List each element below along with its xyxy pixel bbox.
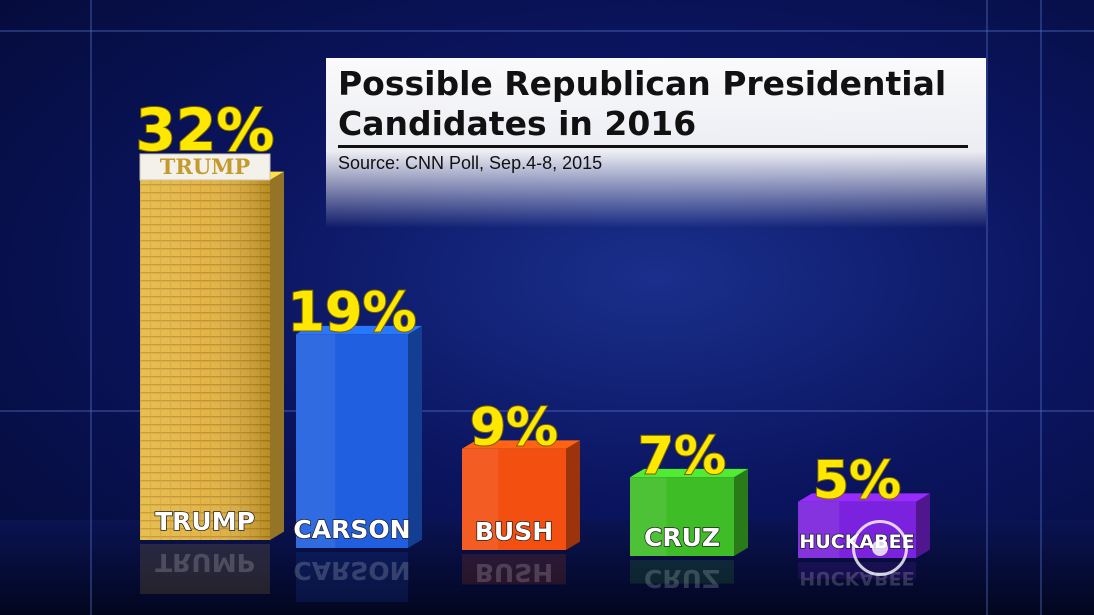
bar-side-face bbox=[270, 171, 284, 540]
chart-source: Source: CNN Poll, Sep.4-8, 2015 bbox=[338, 153, 603, 173]
category-label-bush: BUSH bbox=[475, 517, 553, 546]
bar-top-face bbox=[798, 493, 930, 502]
chart-title-line1: Possible Republican Presidential bbox=[338, 64, 947, 103]
bar-highlight bbox=[462, 448, 499, 550]
bar-top-face bbox=[462, 440, 580, 449]
value-label-cruz: 7% bbox=[638, 426, 726, 486]
grid-line bbox=[0, 30, 1094, 32]
bar-reflection bbox=[630, 560, 734, 584]
bar-top-face bbox=[630, 468, 748, 478]
tower-sign-label: TRUMP bbox=[160, 154, 251, 179]
bar-front-face bbox=[630, 477, 734, 556]
chart-title: Possible Republican Presidential Candida… bbox=[338, 64, 978, 144]
bar-cruz: CRUZ CRUZ 7% bbox=[630, 425, 748, 593]
grid-line bbox=[1040, 0, 1042, 615]
bar-carson: CARSON CARSON 19% bbox=[286, 279, 422, 602]
value-label-carson: 19% bbox=[287, 280, 416, 343]
chart-title-line2: Candidates in 2016 bbox=[338, 104, 697, 143]
bar-side-face bbox=[734, 468, 748, 556]
bar-side-face bbox=[916, 493, 930, 558]
bar-highlight bbox=[296, 334, 336, 548]
title-divider bbox=[338, 145, 968, 148]
bar-top-face bbox=[296, 325, 422, 335]
category-label-reflection: BUSH bbox=[475, 558, 553, 587]
bar-front-face bbox=[462, 448, 566, 550]
cbs-eye-logo bbox=[852, 520, 908, 576]
bar-side-face bbox=[566, 440, 580, 550]
bar-reflection bbox=[140, 544, 270, 594]
tower-sign bbox=[139, 153, 271, 181]
category-label-reflection: TRUMP bbox=[155, 548, 255, 577]
bar-highlight bbox=[630, 477, 667, 556]
bar-highlight bbox=[798, 501, 840, 558]
category-label-reflection: CARSON bbox=[293, 556, 410, 585]
bar-front-face bbox=[296, 334, 408, 548]
title-panel bbox=[326, 58, 986, 228]
bar-shading bbox=[140, 180, 270, 540]
grid-line bbox=[0, 410, 1094, 412]
category-label-cruz: CRUZ bbox=[644, 523, 720, 552]
value-label-bush: 9% bbox=[470, 398, 558, 458]
bar-bush: BUSH BUSH 9% bbox=[462, 397, 580, 587]
category-label-reflection: HUCKABEE bbox=[799, 567, 914, 589]
category-label-carson: CARSON bbox=[293, 515, 410, 544]
category-label-reflection: CRUZ bbox=[644, 564, 720, 593]
value-label-trump: 32% bbox=[136, 96, 275, 164]
bar-side-face bbox=[408, 325, 422, 548]
bar-reflection bbox=[296, 552, 408, 602]
category-label-trump: TRUMP bbox=[155, 507, 255, 536]
grid-line bbox=[90, 0, 92, 615]
value-label-huckabee: 5% bbox=[813, 451, 901, 511]
grid-line bbox=[986, 0, 988, 615]
bar-reflection bbox=[462, 554, 566, 585]
